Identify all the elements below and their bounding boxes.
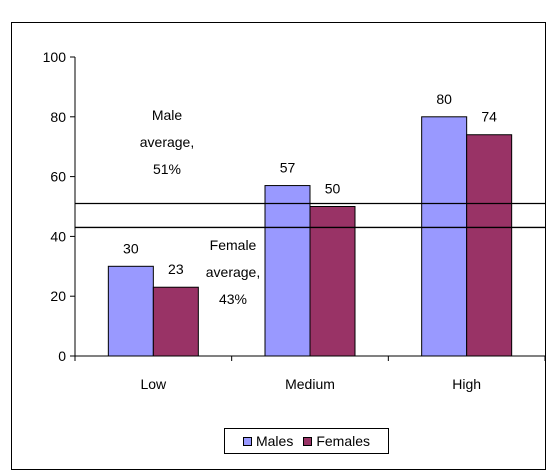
y-tick-label: 40 xyxy=(50,228,66,244)
data-label: 80 xyxy=(436,91,452,107)
legend-entry-females: Females xyxy=(303,433,370,449)
x-category-label: High xyxy=(452,376,481,392)
male-average-annotation: 51% xyxy=(153,161,181,177)
bar-females-medium xyxy=(309,206,356,357)
legend-swatch-females xyxy=(303,436,313,446)
x-category-label: Low xyxy=(140,376,167,392)
bar-males-low xyxy=(107,265,154,357)
female-average-annotation: average, xyxy=(206,264,260,280)
legend-label-females: Females xyxy=(316,433,371,449)
bar-males-medium xyxy=(264,185,311,357)
y-tick-label: 60 xyxy=(50,169,66,185)
data-label: 23 xyxy=(168,261,184,277)
legend: Males Females xyxy=(224,428,389,454)
x-category-label: Medium xyxy=(285,376,335,392)
bar-males-high xyxy=(421,116,468,357)
legend-entry-males: Males xyxy=(242,433,294,449)
data-label: 30 xyxy=(123,240,139,256)
male-average-annotation: average, xyxy=(140,134,194,150)
y-tick-label: 100 xyxy=(43,49,67,65)
female-average-annotation: Female xyxy=(210,237,257,253)
y-tick-label: 80 xyxy=(50,109,66,125)
data-label: 50 xyxy=(325,181,341,197)
chart-frame xyxy=(11,22,546,470)
bar-females-high xyxy=(466,134,513,357)
female-average-annotation: 43% xyxy=(219,291,247,307)
data-label: 57 xyxy=(280,160,296,176)
legend-label-males: Males xyxy=(255,433,294,449)
y-tick-label: 0 xyxy=(58,348,66,364)
legend-swatch-males xyxy=(242,436,252,446)
bar-females-low xyxy=(152,286,199,357)
y-tick-label: 20 xyxy=(50,288,66,304)
data-label: 74 xyxy=(481,109,497,125)
male-average-annotation: Male xyxy=(152,107,183,123)
